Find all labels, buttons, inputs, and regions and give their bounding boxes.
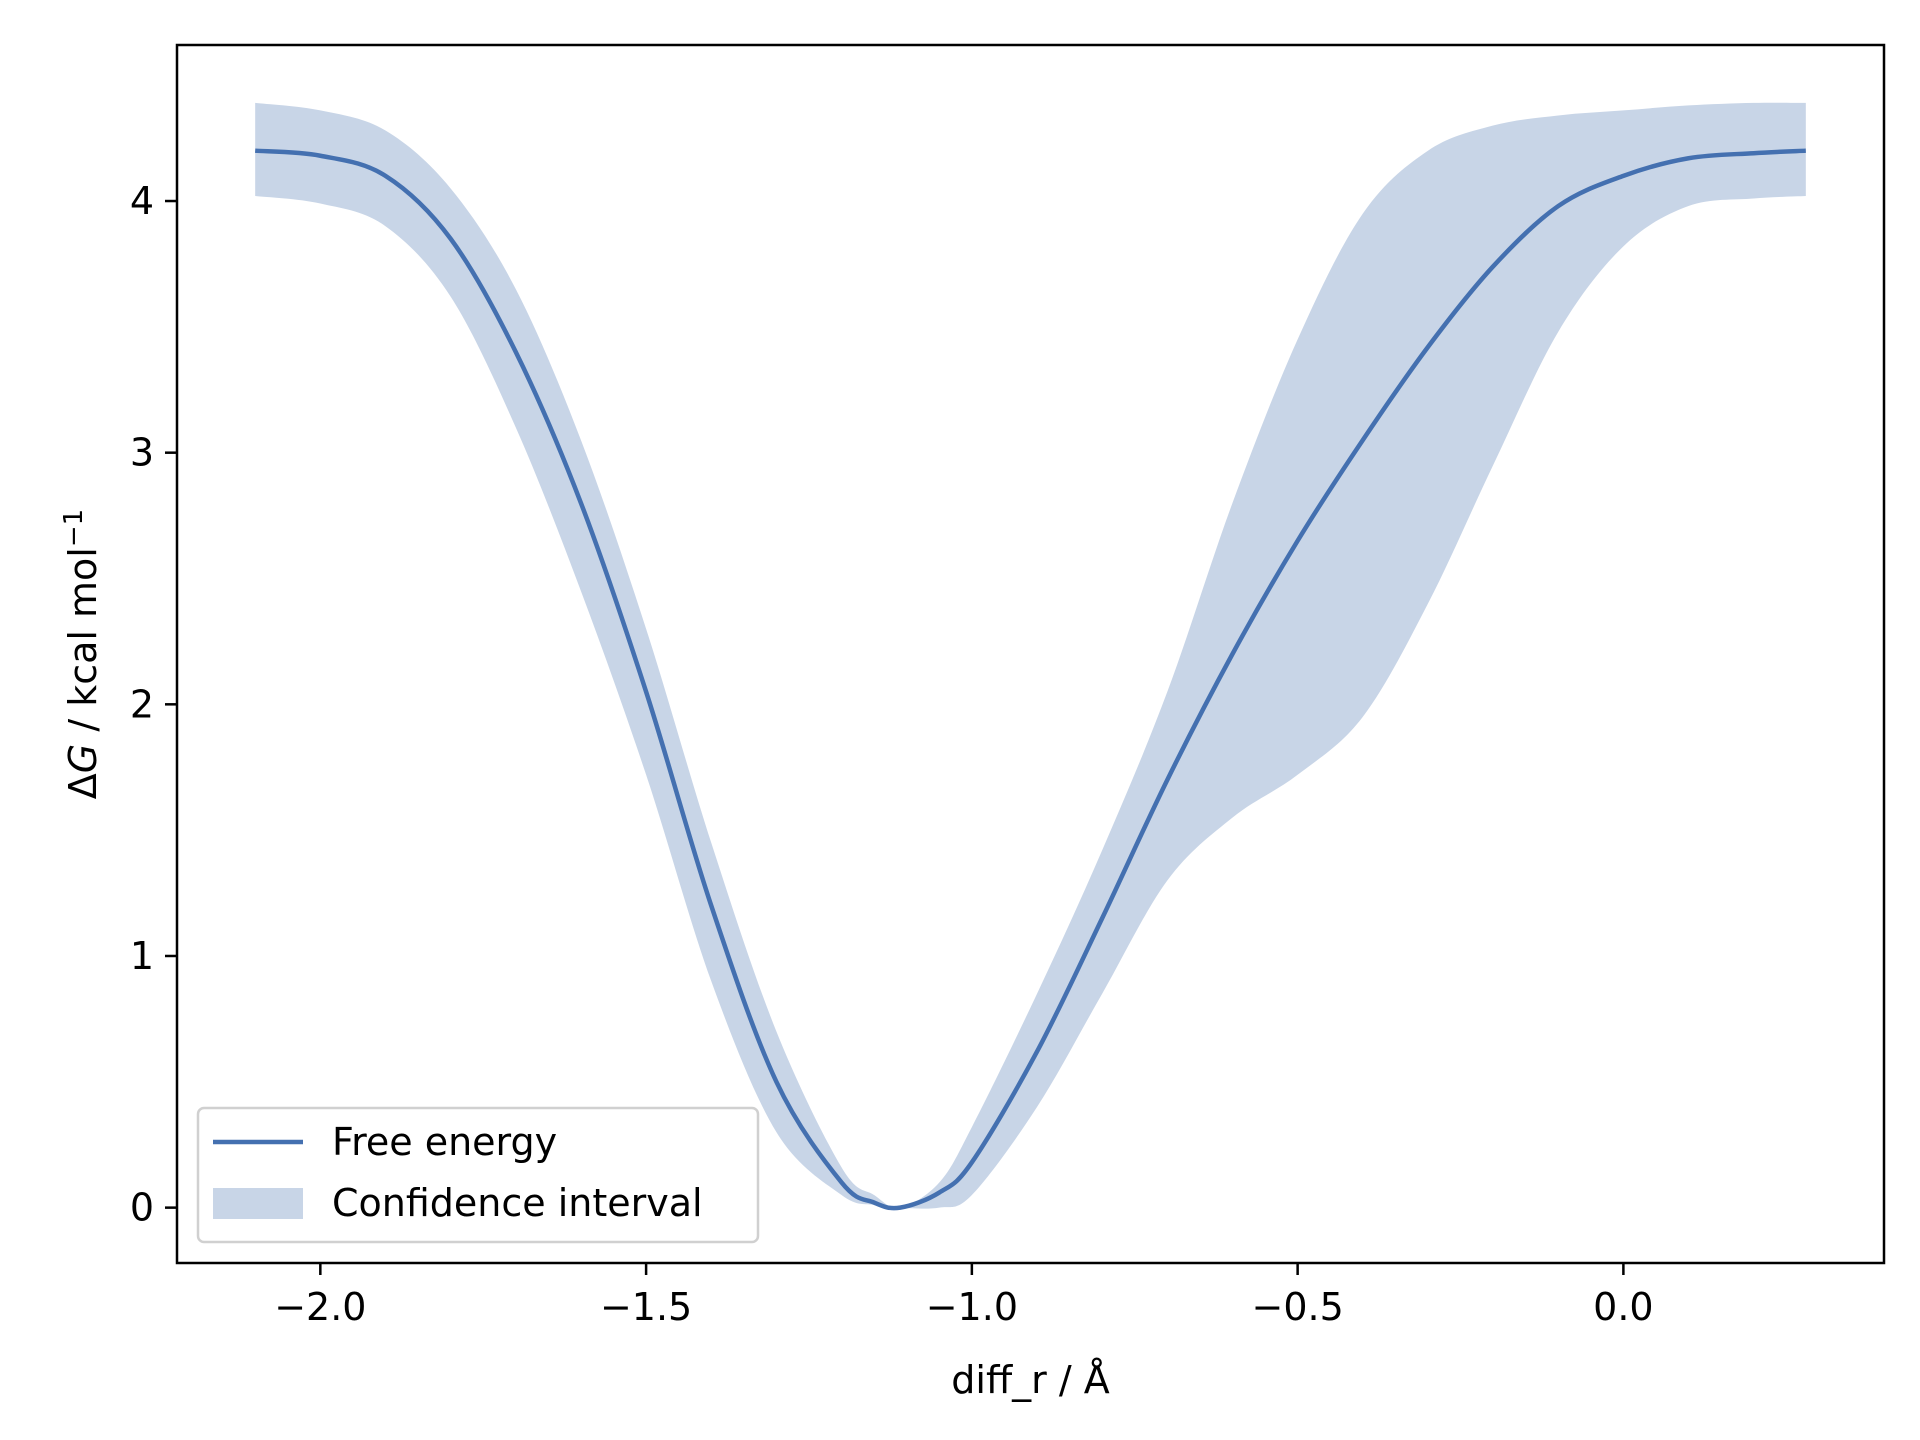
- plot-area: [255, 102, 1806, 1211]
- y-axis-label: ΔG / kcal mol−1: [59, 509, 105, 799]
- legend: Free energy Confidence interval: [196, 1106, 760, 1244]
- y-tick-label: 0: [130, 1186, 154, 1230]
- x-axis-label: diff_r / Å: [951, 1358, 1109, 1402]
- x-tick-label: 0.0: [1593, 1285, 1653, 1329]
- legend-label-confidence-interval: Confidence interval: [332, 1181, 703, 1225]
- x-axis: −2.0 −1.5 −1.0 −0.5 0.0: [274, 1263, 1654, 1329]
- x-tick-label: −1.0: [926, 1285, 1018, 1329]
- y-tick-label: 3: [130, 431, 154, 475]
- y-axis-label-prefix: Δ: [61, 773, 105, 799]
- legend-band-swatch: [213, 1188, 303, 1219]
- y-tick-label: 1: [130, 934, 154, 978]
- y-tick-label: 2: [130, 682, 154, 726]
- y-axis-label-superscript: −1: [59, 509, 89, 547]
- confidence-interval-band: [255, 102, 1806, 1209]
- x-tick-label: −2.0: [274, 1285, 366, 1329]
- plot-frame: [175, 43, 1886, 1265]
- legend-box: [196, 1106, 760, 1244]
- y-tick-label: 4: [130, 179, 154, 223]
- y-axis: 0 1 2 3 4: [130, 179, 177, 1230]
- legend-label-free-energy: Free energy: [332, 1120, 557, 1164]
- free-energy-line: [255, 148, 1806, 1211]
- y-axis-label-rest: / kcal mol: [61, 547, 105, 744]
- x-tick-label: −0.5: [1251, 1285, 1343, 1329]
- x-tick-label: −1.5: [600, 1285, 692, 1329]
- y-axis-label-variable: G: [61, 744, 105, 773]
